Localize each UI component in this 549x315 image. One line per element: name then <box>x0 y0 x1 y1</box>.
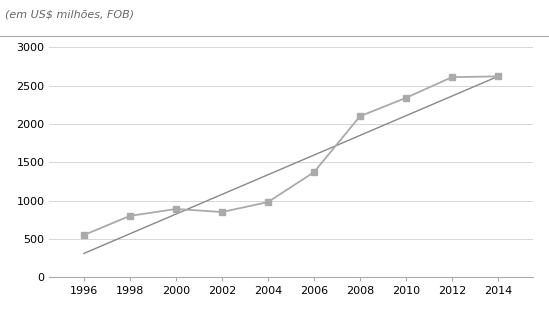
Text: (em US$ milhões, FOB): (em US$ milhões, FOB) <box>5 9 135 20</box>
